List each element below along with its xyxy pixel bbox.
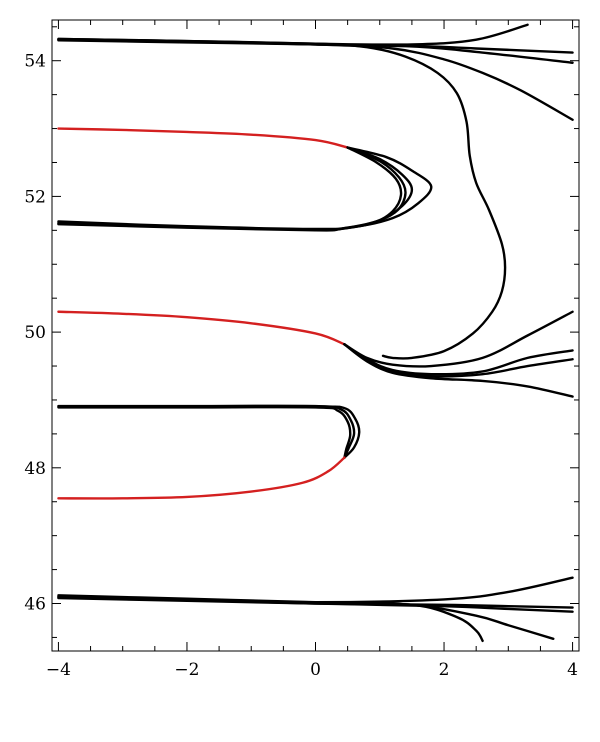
x-tick-label: 0 [310,660,321,680]
x-tick-label: −4 [46,660,71,680]
black-curve-12 [343,343,574,378]
y-tick-label: 54 [24,52,46,72]
curves [57,23,574,643]
black-curve-14 [343,310,574,368]
black-curve-4 [57,37,507,360]
black-curve-22 [57,596,574,609]
plot-frame [51,19,580,652]
x-tick-label: −2 [174,660,199,680]
black-curve-11 [343,343,574,376]
black-curve-17 [57,405,352,459]
red-curve-10 [57,310,346,346]
y-tick-label: 50 [24,323,46,343]
black-curve-8 [57,146,407,231]
y-tick-labels: 46 48 50 52 54 [24,52,46,615]
red-curve-5 [57,127,349,149]
y-tick-label: 48 [24,459,46,479]
x-tick-label: 4 [567,660,578,680]
black-curve-1 [57,39,574,54]
axis-ticks [52,20,579,651]
black-curve-23 [57,576,574,604]
black-curve-7 [57,146,414,231]
black-curve-9 [57,146,403,232]
black-curve-3 [57,38,574,121]
black-curve-16 [57,404,356,459]
y-tick-label: 52 [24,187,46,207]
red-curve-18 [57,456,346,500]
x-tick-labels: −4 −2 0 2 4 [46,660,578,680]
y-tick-label: 46 [24,595,46,615]
x-tick-label: 2 [439,660,450,680]
black-curve-13 [343,343,574,398]
black-curve-15 [57,405,361,459]
